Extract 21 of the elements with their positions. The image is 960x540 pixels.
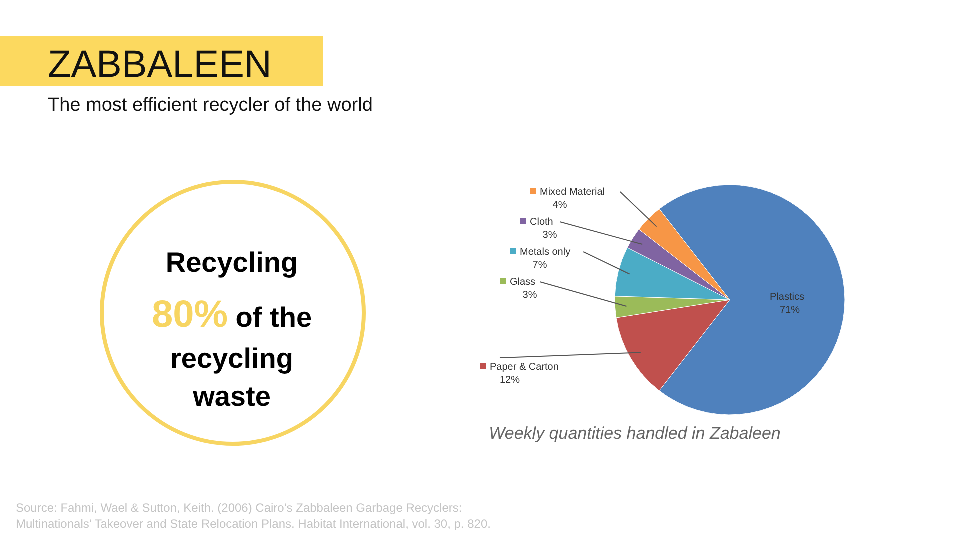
source-note: Source: Fahmi, Wael & Sutton, Keith. (2006) Cairo’s Zabbaleen Garbage Recyclers: Multinationals’ Takeover and State Relocation Plans. Habitat International, vol. 30, p. 820. (16, 501, 491, 531)
text: Recycling (166, 247, 298, 278)
text: of the (228, 302, 312, 333)
data-label: 4% (552, 200, 568, 211)
text: 80% (152, 294, 228, 336)
data-label: 3% (522, 290, 538, 301)
slice-label: Plastics (770, 292, 804, 303)
text: Weekly quantities handled in Zabaleen (489, 424, 781, 443)
legend-label: Metals only (520, 247, 571, 258)
legend-label: Mixed Material (540, 187, 606, 198)
text: recycling (170, 343, 294, 374)
data-label: 71% (780, 305, 800, 316)
text: ZABBALEEN (48, 44, 272, 86)
legend-label: Glass (510, 277, 536, 288)
data-label: 3% (542, 230, 558, 241)
data-label: 12% (500, 375, 520, 386)
text: The most efficient recycler of the world (48, 95, 373, 116)
legend-label: Cloth (530, 217, 554, 228)
legend-label: Paper & Carton (490, 362, 559, 373)
text: waste (192, 381, 271, 412)
data-label: 7% (532, 260, 548, 271)
